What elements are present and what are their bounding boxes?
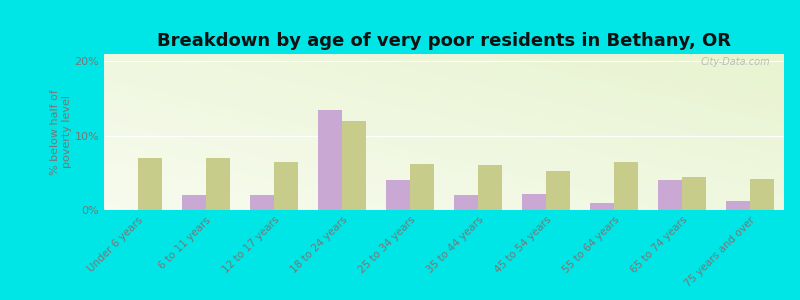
Bar (274, 162, 298, 210)
Title: Breakdown by age of very poor residents in Bethany, OR: Breakdown by age of very poor residents … (157, 32, 731, 50)
Bar (750, 179, 774, 210)
Bar (522, 194, 546, 210)
Bar (250, 195, 274, 210)
Bar (726, 201, 750, 210)
Text: City-Data.com: City-Data.com (701, 57, 770, 67)
Bar (342, 121, 366, 210)
Bar (478, 165, 502, 210)
Bar (614, 162, 638, 210)
Bar (410, 164, 434, 210)
Bar (658, 180, 682, 210)
Y-axis label: % below half of
poverty level: % below half of poverty level (50, 89, 72, 175)
Bar (386, 180, 410, 210)
Bar (138, 158, 162, 210)
Bar (546, 171, 570, 210)
Bar (318, 110, 342, 210)
Bar (682, 177, 706, 210)
Bar (590, 202, 614, 210)
Bar (182, 195, 206, 210)
Bar (206, 158, 230, 210)
Bar (454, 195, 478, 210)
